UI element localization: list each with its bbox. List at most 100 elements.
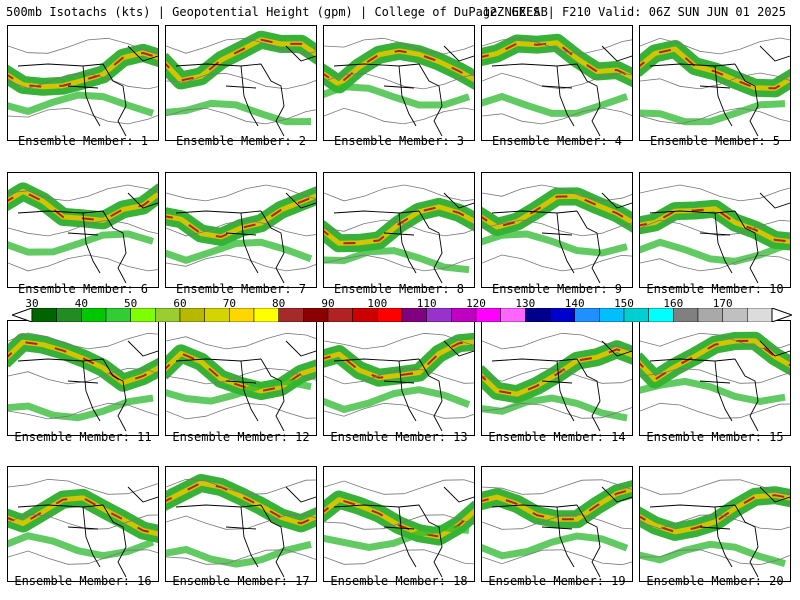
secondary-jet-band: [8, 91, 155, 117]
secondary-jet-band: [324, 83, 471, 109]
colorbar-segment: [31, 308, 57, 322]
member-label: Ensemble Member: 4: [491, 134, 623, 148]
member-label: Ensemble Member: 20: [646, 574, 784, 588]
coastline-borders: [649, 192, 790, 284]
member-label: Ensemble Member: 14: [488, 430, 626, 444]
height-contour: [482, 219, 632, 237]
map-plot: [640, 37, 790, 137]
colorbar-segment: [599, 308, 625, 322]
jet-core: [482, 486, 632, 522]
coastline-borders: [491, 192, 632, 284]
jet-max: [640, 339, 790, 381]
colorbar-tick-label: 120: [466, 297, 486, 310]
member-label: Ensemble Member: 16: [14, 574, 152, 588]
colorbar-segment: [722, 308, 748, 322]
coastline-borders: [175, 45, 316, 137]
secondary-jet-band: [324, 247, 470, 274]
secondary-jet-band: [640, 540, 786, 567]
ensemble-map-panel: [639, 466, 791, 582]
coastline-borders: [491, 45, 632, 137]
colorbar-tick-label: 60: [173, 297, 187, 310]
colorbar-tick-label: 80: [272, 297, 286, 310]
coastline-borders: [491, 486, 632, 578]
height-contour: [640, 402, 790, 419]
height-contour: [166, 107, 316, 125]
jet-max: [324, 498, 474, 538]
map-plot: [324, 184, 474, 284]
ensemble-map-panel: [639, 25, 791, 141]
jet-max: [324, 205, 474, 245]
height-contour: [324, 107, 474, 125]
height-contour: [8, 184, 158, 202]
secondary-jet-band: [640, 377, 786, 405]
colorbar-segment: [697, 308, 723, 322]
colorbar-segment: [56, 308, 82, 322]
map-plot: [8, 478, 158, 578]
coastline-borders: [175, 192, 316, 284]
colorbar-segment: [130, 308, 156, 322]
map-plot: [640, 331, 790, 432]
height-contour: [166, 549, 316, 565]
coastline-borders: [491, 340, 632, 432]
ensemble-map-panel: [481, 320, 633, 436]
coastline-borders: [333, 192, 474, 284]
height-contour: [640, 219, 790, 237]
member-label: Ensemble Member: 7: [175, 282, 307, 296]
member-label: Ensemble Member: 3: [333, 134, 465, 148]
member-label: Ensemble Member: 13: [330, 430, 468, 444]
colorbar-segment: [648, 308, 674, 322]
secondary-jet-band: [640, 100, 786, 126]
height-contour: [324, 479, 474, 495]
height-contour: [166, 184, 316, 202]
ensemble-map-panel: [481, 25, 633, 141]
map-plot: [8, 332, 158, 432]
jet-core: [166, 480, 316, 526]
ensemble-map-panel: [165, 466, 317, 582]
colorbar-tick-label: 30: [25, 297, 39, 310]
colorbar-tick-label: 130: [515, 297, 536, 310]
colorbar-segment: [747, 308, 773, 322]
header: 500mb Isotachs (kts) | Geopotential Heig…: [0, 0, 800, 22]
height-contour: [8, 402, 158, 420]
colorbar-segment: [401, 308, 427, 322]
height-contour: [166, 332, 316, 350]
height-contour: [166, 72, 316, 90]
height-contour: [8, 254, 158, 272]
colorbar-segment: [81, 308, 107, 322]
coastline-borders: [649, 45, 790, 137]
colorbar-tick-label: 50: [124, 297, 138, 310]
colorbar-tick-label: 150: [614, 297, 634, 310]
height-contour: [324, 219, 474, 237]
height-contour: [482, 514, 632, 530]
height-contour: [8, 72, 158, 90]
ensemble-map-panel: [7, 25, 159, 141]
colorbar-segment: [673, 308, 699, 322]
member-label: Ensemble Member: 12: [172, 430, 310, 444]
member-label: Ensemble Member: 18: [330, 574, 468, 588]
coastline-borders: [17, 340, 158, 432]
ensemble-map-panel: [323, 320, 475, 436]
jet-max: [640, 47, 790, 90]
colorbar-segment: [377, 308, 403, 322]
colorbar-tick-label: 160: [663, 297, 684, 310]
ensemble-map-panel: [323, 172, 475, 288]
height-contour: [640, 107, 790, 125]
coastline-borders: [175, 486, 316, 578]
height-contour: [640, 514, 790, 531]
height-contour: [482, 72, 632, 90]
map-plot: [8, 37, 158, 137]
jet-max: [166, 352, 316, 393]
member-label: Ensemble Member: 10: [646, 282, 784, 296]
map-plot: [166, 184, 316, 284]
ensemble-map-panel: [165, 25, 317, 141]
secondary-jet-band: [166, 540, 312, 568]
secondary-jet-band: [482, 532, 629, 560]
colorbar-tick-label: 40: [74, 297, 88, 310]
colorbar-segment: [278, 308, 304, 322]
member-label: Ensemble Member: 6: [17, 282, 149, 296]
coastline-borders: [17, 45, 158, 137]
secondary-jet-band: [166, 238, 313, 264]
colorbar-segment: [475, 308, 501, 322]
height-contour: [482, 367, 632, 384]
height-contour: [482, 549, 632, 566]
